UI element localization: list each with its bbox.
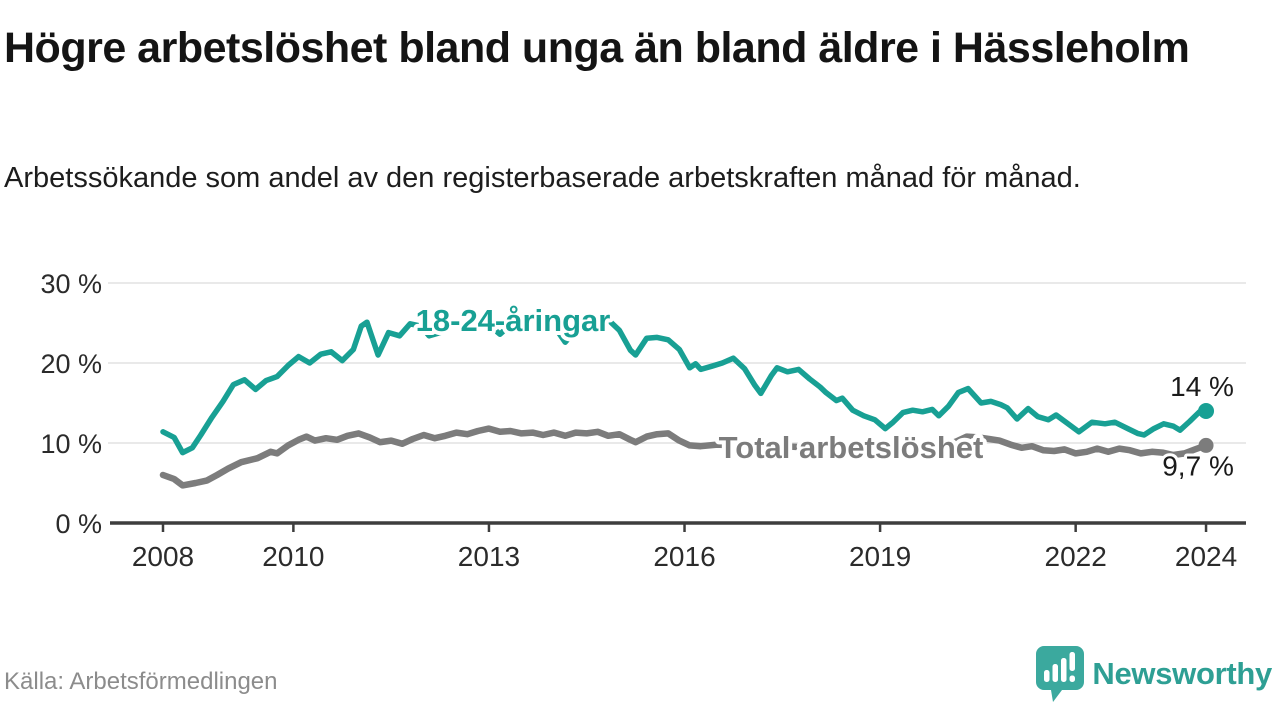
end-dot-0 [1198,403,1215,419]
y-tick-label-0: 0 % [55,509,102,539]
x-tick-label-2013: 2013 [458,541,520,572]
newsworthy-brand[interactable]: Newsworthy [1034,644,1272,704]
end-value-label-1: 9,7 % [1162,450,1234,481]
y-tick-label-10: 10 % [40,429,102,459]
speech-bubble-shape [1036,646,1085,702]
x-tick-label-2022: 2022 [1045,541,1107,572]
y-tick-label-20: 20 % [40,349,102,379]
end-dot-1 [1198,437,1214,453]
page-title: Högre arbetslöshet bland unga än bland ä… [4,24,1190,72]
gridlines [108,282,1246,444]
series-line-0 [160,317,1209,456]
newsworthy-logo-icon [1036,646,1085,702]
brand-name: Newsworthy [1092,656,1272,691]
end-value-label-0: 14 % [1170,371,1234,402]
series-line-1 [159,425,1210,489]
x-tick-label-2016: 2016 [653,541,715,572]
x-tick-label-2010: 2010 [262,541,324,572]
x-axis: 0 % 10 % 20 % 30 % 2008 2010 2013 2016 2019 2022 2… [40,269,1246,572]
x-tick-label-2019: 2019 [849,541,911,572]
exclamation-dot [1069,675,1076,682]
bar-1 [1044,670,1050,682]
data-series [159,317,1210,489]
bar-3 [1061,658,1067,682]
bar-2 [1052,664,1059,682]
series-label-1: Total arbetslöshet [719,430,984,465]
x-tick-label-2008: 2008 [132,541,194,572]
series-label-0: 18-24-åringar [416,303,611,338]
y-tick-label-30: 30 % [40,269,102,299]
chart-labels: 18-24-åringar 14 % Total arbetslöshet 9,7 % [412,299,1237,484]
exclamation-bar [1069,652,1076,671]
x-tick-label-2024: 2024 [1175,541,1237,572]
chart-subtitle: Arbetssökande som andel av den registerb… [4,162,1081,194]
source-note: Källa: Arbetsförmedlingen [4,668,278,695]
